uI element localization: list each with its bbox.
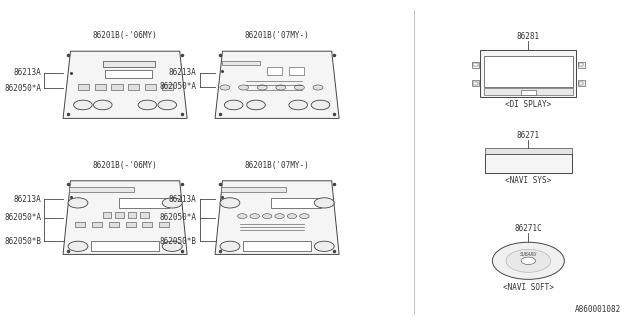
Circle shape xyxy=(74,100,92,110)
Bar xyxy=(145,84,156,90)
Circle shape xyxy=(275,214,284,219)
Circle shape xyxy=(225,100,243,110)
Circle shape xyxy=(287,214,297,219)
Bar xyxy=(115,212,124,218)
Text: 86213A: 86213A xyxy=(13,68,42,77)
Circle shape xyxy=(314,241,334,252)
Circle shape xyxy=(492,242,564,279)
Bar xyxy=(119,198,168,208)
Text: <NAVI SYS>: <NAVI SYS> xyxy=(505,176,552,185)
Circle shape xyxy=(68,241,88,252)
Text: A860001082: A860001082 xyxy=(575,305,621,314)
Bar xyxy=(78,84,89,90)
Text: 86281: 86281 xyxy=(516,32,540,41)
Bar xyxy=(105,70,152,78)
Bar xyxy=(128,84,140,90)
Circle shape xyxy=(294,85,305,90)
Circle shape xyxy=(220,85,230,90)
Bar xyxy=(484,88,573,95)
Text: <DI SPLAY>: <DI SPLAY> xyxy=(505,100,552,109)
Bar xyxy=(69,187,134,192)
Polygon shape xyxy=(215,51,339,118)
Bar xyxy=(485,154,572,173)
Circle shape xyxy=(250,214,259,219)
Circle shape xyxy=(506,249,550,272)
Bar xyxy=(162,84,173,90)
Circle shape xyxy=(314,198,334,208)
Circle shape xyxy=(93,100,112,110)
Text: 86271: 86271 xyxy=(516,131,540,140)
Circle shape xyxy=(313,85,323,90)
Text: 862050*A: 862050*A xyxy=(4,213,42,222)
Text: 862050*A: 862050*A xyxy=(159,82,196,91)
Bar xyxy=(578,62,585,68)
Circle shape xyxy=(158,100,177,110)
Text: 862050*B: 862050*B xyxy=(159,237,196,246)
Text: 86201B('07MY-): 86201B('07MY-) xyxy=(244,161,310,170)
Bar xyxy=(579,82,583,85)
Text: 862050*A: 862050*A xyxy=(159,213,196,222)
Circle shape xyxy=(163,198,182,208)
Text: <NAVI SOFT>: <NAVI SOFT> xyxy=(503,283,554,292)
Bar xyxy=(472,80,479,86)
Bar xyxy=(111,84,123,90)
Bar xyxy=(474,82,478,85)
Text: 862050*B: 862050*B xyxy=(4,237,42,246)
Circle shape xyxy=(138,100,157,110)
Text: 862050*A: 862050*A xyxy=(4,84,42,93)
Text: 86201B(-'06MY): 86201B(-'06MY) xyxy=(93,31,157,40)
Bar xyxy=(127,212,136,218)
Bar xyxy=(221,187,286,192)
Bar xyxy=(76,222,85,227)
Bar xyxy=(578,80,585,86)
Circle shape xyxy=(276,85,286,90)
Bar xyxy=(472,62,479,68)
Bar xyxy=(267,67,282,76)
Circle shape xyxy=(311,100,330,110)
Circle shape xyxy=(163,241,182,252)
Circle shape xyxy=(246,100,266,110)
Bar xyxy=(243,241,311,252)
Bar xyxy=(271,198,321,208)
Circle shape xyxy=(300,214,309,219)
Circle shape xyxy=(289,100,307,110)
Circle shape xyxy=(257,85,267,90)
Polygon shape xyxy=(63,181,187,254)
Text: 86213A: 86213A xyxy=(169,195,196,204)
Circle shape xyxy=(237,214,247,219)
Text: 86201B('07MY-): 86201B('07MY-) xyxy=(244,31,310,40)
Bar xyxy=(474,63,478,66)
Text: 86213A: 86213A xyxy=(169,68,196,77)
Text: 86201B(-'06MY): 86201B(-'06MY) xyxy=(93,161,157,170)
Bar xyxy=(289,67,305,76)
Polygon shape xyxy=(63,51,187,118)
Circle shape xyxy=(262,214,272,219)
Bar xyxy=(159,222,169,227)
Bar xyxy=(143,222,152,227)
Bar xyxy=(579,63,583,66)
Text: SUBARU: SUBARU xyxy=(520,252,537,257)
Bar xyxy=(125,222,136,227)
Bar xyxy=(91,241,159,252)
Circle shape xyxy=(521,257,536,265)
Text: 86213A: 86213A xyxy=(13,195,42,204)
Circle shape xyxy=(239,85,248,90)
Bar xyxy=(140,212,148,218)
Circle shape xyxy=(220,198,240,208)
Circle shape xyxy=(220,241,240,252)
Bar xyxy=(103,60,155,67)
Bar xyxy=(95,84,106,90)
Bar xyxy=(92,222,102,227)
Bar xyxy=(223,60,260,65)
Text: 86271C: 86271C xyxy=(515,224,542,233)
Polygon shape xyxy=(215,181,339,254)
Bar xyxy=(103,212,111,218)
Bar xyxy=(109,222,119,227)
Bar xyxy=(485,148,572,154)
Bar xyxy=(484,56,573,87)
Bar xyxy=(480,51,577,97)
Bar xyxy=(521,90,536,95)
Circle shape xyxy=(68,198,88,208)
